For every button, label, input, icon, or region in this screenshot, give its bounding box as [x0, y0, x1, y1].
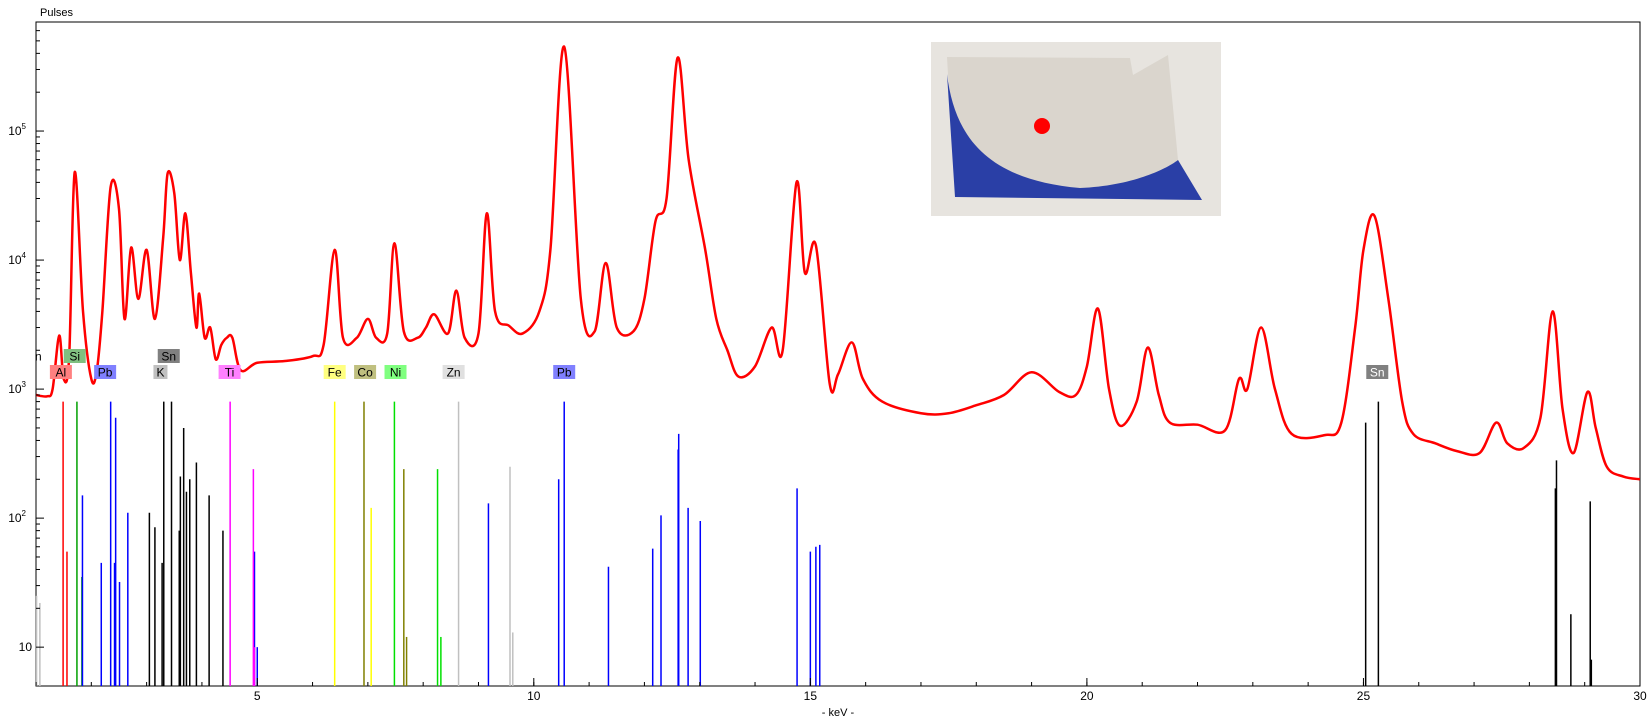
- element-label-ni-text: Ni: [390, 366, 401, 380]
- element-label-fe: Fe: [323, 365, 346, 380]
- element-label-si-text: Si: [69, 350, 80, 364]
- element-label-sn-text: Sn: [1370, 366, 1385, 380]
- element-label-fe-text: Fe: [328, 366, 342, 380]
- element-label-fe-bg: [323, 365, 346, 379]
- sample-photo-inset: [931, 42, 1221, 216]
- element-label-zn-text: Zn: [447, 366, 461, 380]
- element-label-co: Co: [354, 365, 377, 380]
- y-axis-label: Pulses: [40, 7, 74, 19]
- x-tick-label: 20: [1080, 689, 1094, 703]
- element-label-sn-text: Sn: [161, 350, 176, 364]
- element-label-co-text: Co: [357, 366, 373, 380]
- element-label-clipped: n: [35, 350, 42, 364]
- element-label-k-bg: [153, 365, 168, 379]
- x-tick-label: 5: [254, 689, 261, 703]
- element-emission-lines: [35, 401, 1593, 686]
- element-label-pb-text: Pb: [98, 366, 113, 380]
- x-tick-label: 10: [527, 689, 541, 703]
- y-tick-label: 103: [8, 380, 26, 396]
- y-tick-label: 105: [8, 122, 26, 138]
- element-label-pb: Pb: [553, 365, 576, 380]
- element-label-co-bg: [354, 365, 377, 379]
- y-tick-exponent: 4: [22, 251, 27, 260]
- y-tick-exponent: 2: [22, 509, 27, 518]
- x-axis-ticks: 5 10 15 20 25 30: [35, 678, 1647, 703]
- element-label-zn-bg: [442, 365, 465, 379]
- element-label-sn: Sn: [1366, 365, 1389, 380]
- y-tick-label: 104: [8, 251, 26, 267]
- blue-glaze-band: [947, 74, 1202, 200]
- element-label-pb-bg: [553, 365, 576, 379]
- element-label-ni: Ni: [384, 365, 407, 380]
- y-tick-exponent: 5: [22, 122, 27, 131]
- spectrum-series: [36, 45, 1640, 481]
- analysis-spot-marker: [1034, 118, 1050, 134]
- element-label-sn-bg: [157, 349, 180, 363]
- element-label-pb-bg: [94, 365, 117, 379]
- y-axis-ticks: 10 102 103 104 105: [8, 21, 44, 654]
- element-label-ni-bg: [384, 365, 407, 379]
- element-label-k: K: [153, 365, 168, 380]
- x-tick-label: 25: [1357, 689, 1371, 703]
- x-tick-label: 30: [1633, 689, 1647, 703]
- element-label-al: Al: [49, 365, 72, 380]
- element-label-k-text: K: [156, 366, 164, 380]
- element-label-si-bg: [63, 349, 86, 363]
- element-label-pb-text: Pb: [557, 366, 572, 380]
- element-label-ti: Ti: [218, 365, 241, 380]
- element-label-pb: Pb: [94, 365, 117, 380]
- element-label-ti-bg: [218, 365, 241, 379]
- element-label-al-text: Al: [56, 366, 67, 380]
- element-label-al-bg: [49, 365, 72, 379]
- element-label-sn-bg: [1366, 365, 1389, 379]
- porcelain-sherd: [947, 55, 1202, 200]
- spectrum-line: [36, 45, 1640, 481]
- y-tick-label: 102: [8, 509, 26, 525]
- element-label-si: Si: [63, 349, 86, 364]
- y-tick-label: 10: [19, 640, 33, 654]
- element-label-ti-text: Ti: [225, 366, 235, 380]
- y-tick-exponent: 3: [22, 380, 27, 389]
- x-tick-label: 15: [804, 689, 818, 703]
- x-axis-label: - keV -: [822, 707, 855, 719]
- element-label-zn: Zn: [442, 365, 465, 380]
- element-label-sn: Sn: [157, 349, 180, 364]
- plot-frame: [35, 21, 1641, 687]
